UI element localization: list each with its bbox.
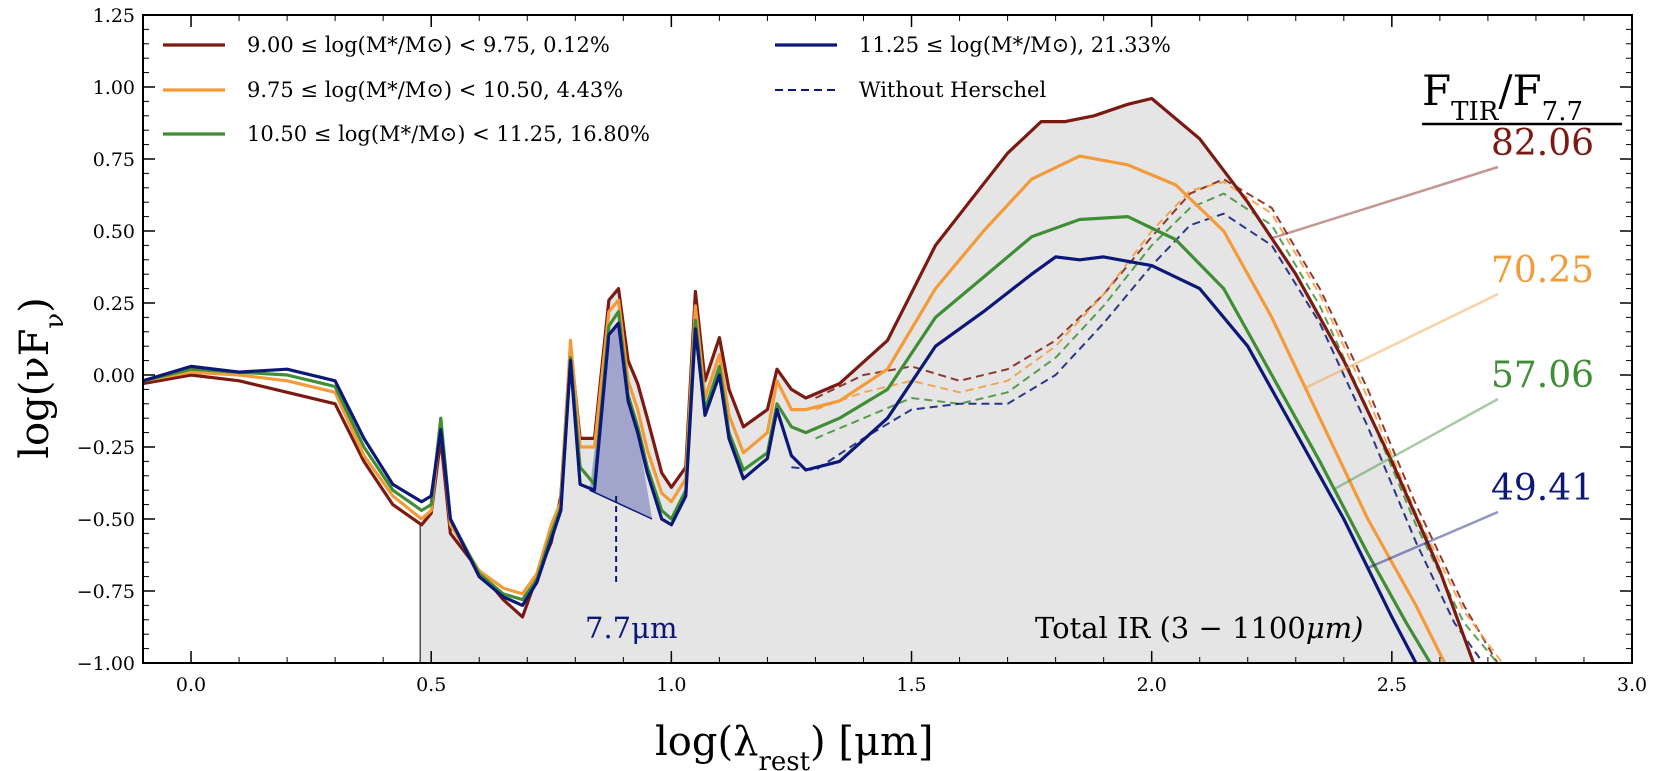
y-tick-label: 0.75 [93, 149, 135, 171]
series-line [143, 255, 1418, 663]
y-tick-label: 0.25 [93, 293, 135, 315]
ratio-column: 82.06 70.25 57.06 49.41 [1491, 123, 1594, 509]
y-tick-label: −0.25 [77, 437, 135, 459]
ratio-value: 57.06 [1491, 355, 1594, 396]
y-tick-label: −0.75 [77, 581, 135, 603]
legend: 9.00 ≤ log(M*/M⊙) < 9.75, 0.12% 9.75 ≤ lo… [163, 33, 1171, 146]
x-tick-label: 2.0 [1137, 674, 1167, 696]
ratio-connector-layer [1271, 165, 1499, 570]
legend-label: Without Herschel [859, 78, 1046, 102]
tir-region-layer [419, 98, 1474, 663]
x-axis-title: log(λrest) [μm] [655, 719, 934, 771]
pah-baseline [589, 489, 653, 520]
axes-layer: 0.0 0.5 1.0 1.5 2.0 2.5 3.0 1.25 1.00 0.75 0.50 0.2… [77, 5, 1647, 696]
y-tick-label: −1.00 [77, 653, 135, 675]
dashed-series-line [815, 192, 1499, 663]
y-tick-label: 1.00 [93, 77, 135, 99]
ratio-value: 49.41 [1491, 468, 1594, 509]
x-tick-label: 1.5 [896, 674, 926, 696]
legend-label: 9.75 ≤ log(M*/M⊙) < 10.50, 4.43% [247, 78, 623, 102]
y-tick-label: 0.00 [93, 365, 135, 387]
ratio-connector [1333, 397, 1499, 491]
y-tick-label: 1.25 [93, 5, 135, 27]
legend-label: 11.25 ≤ log(M*/M⊙), 21.33% [859, 33, 1171, 57]
plot-frame [142, 14, 1633, 664]
ratio-column-title: FTIR/F7.7 [1422, 66, 1583, 127]
ratio-value: 82.06 [1491, 123, 1594, 164]
tir-label: Total IR (3 − 1100μm) [1035, 611, 1363, 645]
x-tick-label: 1.0 [656, 674, 686, 696]
y-tick-label: −0.50 [77, 509, 135, 531]
tir-shaded-region [420, 98, 1474, 663]
y-tick-label: 0.50 [93, 221, 135, 243]
legend-label: 9.00 ≤ log(M*/M⊙) < 9.75, 0.12% [247, 33, 610, 57]
y-axis-title: log(νFν) [12, 297, 70, 459]
legend-label: 10.50 ≤ log(M*/M⊙) < 11.25, 16.80% [247, 122, 650, 146]
x-tick-label: 0.0 [176, 674, 206, 696]
ratio-connector [1304, 292, 1499, 390]
x-tick-label: 0.5 [416, 674, 446, 696]
ratio-connector [1367, 510, 1499, 570]
series-layer [143, 96, 1476, 663]
dashed-series-line [815, 180, 1504, 663]
pah-feature-label: 7.7μm [585, 611, 677, 645]
x-tick-label: 2.5 [1377, 674, 1407, 696]
x-tick-label: 3.0 [1617, 674, 1647, 696]
ratio-value: 70.25 [1491, 250, 1594, 291]
ratio-connector [1271, 165, 1499, 240]
